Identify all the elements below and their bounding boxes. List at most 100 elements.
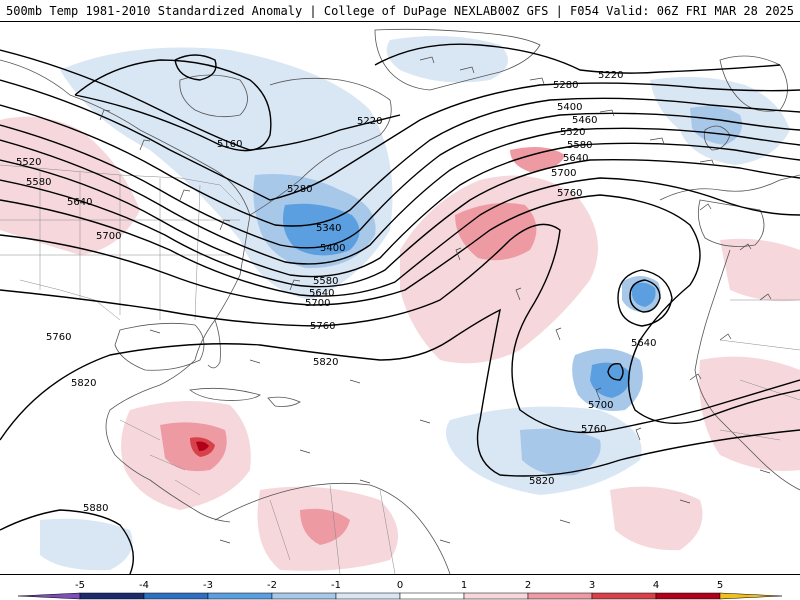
colorbar-tick-label: -2 — [267, 580, 277, 591]
barbs-europe — [689, 203, 772, 381]
colorbar-bin — [527, 592, 593, 600]
british-isles — [703, 125, 731, 151]
cutoff-low-inner — [629, 279, 661, 313]
contour-5220-canada — [0, 49, 401, 151]
colorbar-tick-label: 1 — [461, 580, 467, 591]
hudson-bay — [179, 74, 248, 118]
contour-labels: 5160 5220 5220 5280 5280 5340 5400 5400 … — [16, 70, 656, 514]
weather-map: 5160 5220 5220 5280 5280 5340 5400 5400 … — [0, 22, 800, 574]
contour-label: 5280 — [553, 80, 578, 91]
contour-5280 — [0, 79, 800, 201]
coastlines — [0, 28, 800, 574]
contour-5520 — [0, 142, 800, 278]
cold-anomaly-greenland — [386, 36, 508, 83]
north-america-coast — [0, 59, 251, 523]
contour-label: 5820 — [529, 476, 554, 487]
contour-label: 5820 — [313, 357, 338, 368]
contour-label: 5700 — [551, 168, 576, 179]
colorbar-tick-label: 0 — [397, 580, 403, 591]
cold-anomaly-pacific — [40, 518, 133, 571]
warm-anomaly-ca-deep — [196, 441, 209, 451]
barbs-atlantic — [455, 247, 642, 441]
borders — [0, 164, 800, 574]
contour-5700 — [0, 194, 800, 425]
contour-label: 5700 — [588, 400, 613, 411]
warm-anomaly-ridge-north — [510, 146, 565, 172]
colorbar-bin — [271, 592, 337, 600]
product-title: 500mb Temp 1981-2010 Standardized Anomal… — [6, 4, 498, 18]
contour-5760 — [0, 223, 800, 434]
contour-label: 5460 — [572, 115, 597, 126]
colorbar-bin — [399, 592, 465, 600]
contour-label: 5580 — [567, 140, 592, 151]
colorbar-tick-label: 2 — [525, 580, 531, 591]
colorbar-bin — [655, 592, 721, 600]
title-bar: 500mb Temp 1981-2010 Standardized Anomal… — [0, 0, 800, 22]
colorbar-bin — [591, 592, 657, 600]
contour-5160-line — [74, 59, 272, 152]
contour-label: 5760 — [310, 321, 335, 332]
anomaly-colorbar: -5 -4 -3 -2 -1 0 1 2 3 4 5 — [0, 574, 800, 600]
contour-label: 5400 — [557, 102, 582, 113]
contour-label: 5160 — [217, 139, 242, 150]
hispaniola — [267, 396, 301, 407]
trough-low-small — [607, 362, 624, 381]
warm-anomaly-ridge-mid — [455, 202, 537, 261]
colorbar-tick-label: 4 — [653, 580, 659, 591]
contour-5640 — [0, 177, 800, 297]
contour-label: 5640 — [309, 288, 334, 299]
colorbar-tick-label: 3 — [589, 580, 595, 591]
colorbar-bin — [143, 592, 209, 600]
greenland — [374, 28, 541, 91]
contour-label: 5820 — [71, 378, 96, 389]
height-contours — [0, 43, 800, 574]
warm-anomaly-atlantic-ridge — [400, 175, 598, 364]
warm-anomaly-africa-south — [610, 486, 703, 551]
contour-5460 — [0, 127, 800, 265]
colorbar-tick-label: -4 — [139, 580, 149, 591]
us-canada-border — [0, 164, 241, 206]
contour-5220-low — [174, 54, 217, 81]
contour-label: 5640 — [563, 153, 588, 164]
gulf-of-mexico — [114, 322, 205, 371]
barbs-canada — [99, 109, 301, 291]
contour-label: 5760 — [46, 332, 71, 343]
contour-label: 5880 — [83, 503, 108, 514]
africa-lines — [719, 299, 800, 441]
contour-5220-north — [374, 43, 781, 74]
florida — [207, 319, 221, 369]
colorbar-bin — [463, 592, 529, 600]
colorbar-ticks: -5 -4 -3 -2 -1 0 1 2 3 4 5 — [75, 580, 723, 591]
colorbar-tick-label: -5 — [75, 580, 85, 591]
colorbar-bin — [207, 592, 273, 600]
contour-label: 5700 — [96, 231, 121, 242]
contour-label: 5580 — [313, 276, 338, 287]
cold-anomaly-canada-core — [282, 203, 360, 256]
contour-label: 5700 — [305, 298, 330, 309]
contour-label: 5520 — [16, 157, 41, 168]
canada-east-coast — [249, 77, 392, 216]
contour-label: 5580 — [26, 177, 51, 188]
contour-label: 5280 — [287, 184, 312, 195]
warm-anomaly-sahara — [720, 238, 800, 302]
contour-label: 5640 — [631, 338, 656, 349]
cold-anomaly-trough-mid — [520, 428, 601, 476]
contour-label: 5400 — [320, 243, 345, 254]
cutoff-low-outer — [617, 269, 673, 327]
africa-coast — [694, 249, 800, 491]
contour-label: 5760 — [581, 424, 606, 435]
contour-5340 — [0, 97, 800, 227]
warm-anomaly-africa — [699, 356, 800, 471]
run-valid-time: 00Z GFS | F054 Valid: 06Z FRI MAR 28 202… — [497, 4, 794, 18]
barbs-south — [149, 329, 771, 544]
contour-label: 5520 — [560, 127, 585, 138]
contour-5880 — [0, 509, 134, 574]
colorbar-bin — [335, 592, 401, 600]
warm-anomaly-sa-mid — [300, 508, 350, 545]
contour-label: 5760 — [557, 188, 582, 199]
cuba — [189, 387, 261, 401]
contour-label: 5640 — [67, 197, 92, 208]
cold-anomaly-cutoff-core — [632, 282, 656, 307]
contour-5820 — [0, 308, 800, 477]
contour-5580 — [0, 158, 800, 288]
